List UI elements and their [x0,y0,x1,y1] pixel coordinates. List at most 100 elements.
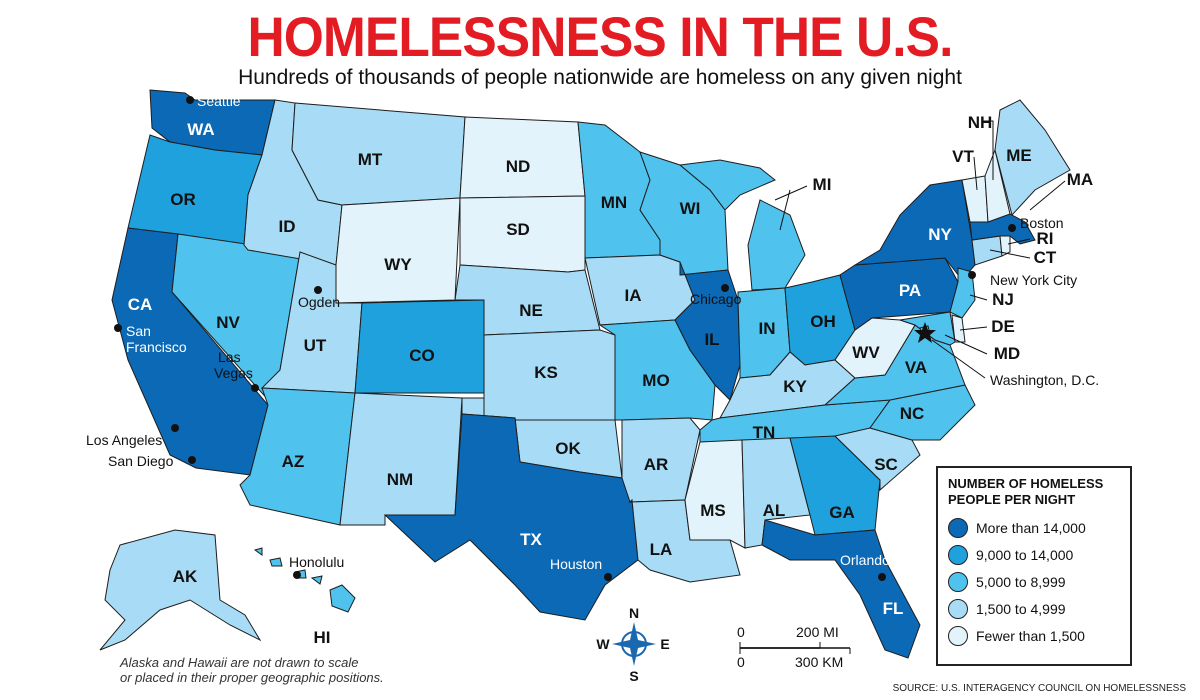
city-chicago: Chicago [690,291,742,307]
label-ms: MS [700,501,726,520]
city-las-vegas-2: Vegas [214,365,253,381]
state-wy[interactable] [335,197,461,304]
state-ak[interactable] [99,529,262,651]
label-ak: AK [173,567,198,586]
state-tx[interactable] [383,413,639,621]
washington-star-icon [914,322,936,343]
legend-title: NUMBER OF HOMELESS PEOPLE PER NIGHT [948,476,1120,508]
legend-swatch [948,598,968,619]
label-wi: WI [680,199,701,218]
legend-title-line2: PEOPLE PER NIGHT [948,492,1076,507]
city-new-york: New York City [990,272,1077,288]
label-de: DE [991,317,1015,336]
label-ky: KY [783,377,807,396]
source-credit: SOURCE: U.S. INTERAGENCY COUNCIL ON HOME… [892,683,1186,694]
label-ne: NE [519,301,543,320]
state-il[interactable] [674,261,741,401]
las-vegas-marker [251,384,259,392]
label-wa: WA [187,120,214,139]
label-md: MD [994,344,1020,363]
scale-zero-km: 0 [737,654,745,670]
honolulu-marker [293,571,301,579]
city-los-angeles: Los Angeles [86,432,162,448]
label-la: LA [650,540,673,559]
state-ct[interactable] [971,235,1003,266]
compass-s: S [629,668,638,684]
label-ok: OK [555,439,581,458]
label-id: ID [279,217,296,236]
city-san-diego: San Diego [108,453,174,469]
chicago-marker [721,284,729,292]
boston-marker [1008,224,1016,232]
label-ma: MA [1067,170,1093,189]
label-nc: NC [900,404,925,423]
legend-item: 9,000 to 14,000 [948,541,1120,568]
legend-item: 1,500 to 4,999 [948,595,1120,622]
legend-swatch [948,544,968,565]
state-nh[interactable] [984,148,1011,223]
san-diego-marker [188,456,196,464]
legend-label: 9,000 to 14,000 [976,546,1074,563]
label-me: ME [1006,146,1032,165]
houston-marker [604,573,612,581]
label-wy: WY [384,255,412,274]
label-ks: KS [534,363,558,382]
san-francisco-marker [114,324,122,332]
scale-mi: 200 MI [796,624,839,640]
label-ny: NY [928,225,952,244]
label-mo: MO [642,371,669,390]
state-ny[interactable] [854,179,976,281]
scale-zero-mi: 0 [737,624,745,640]
vt-leader [973,156,978,191]
orlando-marker [878,573,886,581]
label-tx: TX [520,530,542,549]
ct-leader [989,249,1031,259]
nh-leader [982,120,994,180]
label-sc: SC [874,455,898,474]
label-mi: MI [813,175,832,194]
city-houston: Houston [550,556,602,572]
city-seattle: Seattle [197,93,241,109]
mi-leader [774,185,808,231]
new-york-marker [968,271,976,279]
label-mn: MN [601,193,627,212]
label-tn: TN [753,423,776,442]
legend-label: More than 14,000 [976,519,1086,536]
legend-title-line1: NUMBER OF HOMELESS [948,476,1104,491]
label-il: IL [704,330,719,349]
legend-item: Fewer than 1,500 [948,622,1120,649]
state-me[interactable] [994,99,1071,217]
city-washington: Washington, D.C. [990,372,1099,388]
de-leader [959,326,988,331]
label-al: AL [763,501,786,520]
seattle-marker [186,96,194,104]
compass-rose-icon [612,622,656,666]
label-co: CO [409,346,435,365]
label-hi: HI [314,628,331,647]
ri-leader [1007,238,1031,245]
label-in: IN [759,319,776,338]
state-pa[interactable] [839,257,959,331]
state-hi[interactable] [253,547,356,613]
label-nm: NM [387,470,413,489]
label-fl: FL [883,599,904,618]
city-boston: Boston [1020,215,1064,231]
ma-leader [1029,180,1066,211]
legend-label: 5,000 to 8,999 [976,573,1066,590]
city-san-francisco-2: Francisco [126,339,187,355]
md-leader [944,334,988,355]
legend-item: 5,000 to 8,999 [948,568,1120,595]
los-angeles-marker [171,424,179,432]
label-ut: UT [304,336,327,355]
state-fl[interactable] [761,519,921,659]
legend-label: Fewer than 1,500 [976,627,1085,644]
label-pa: PA [899,281,921,300]
legend-swatch [948,517,968,538]
label-ri: RI [1037,229,1054,248]
label-sd: SD [506,220,530,239]
legend: NUMBER OF HOMELESS PEOPLE PER NIGHT More… [936,466,1132,666]
label-ct: CT [1034,248,1057,267]
state-nm[interactable] [339,392,463,526]
label-ia: IA [625,286,642,305]
